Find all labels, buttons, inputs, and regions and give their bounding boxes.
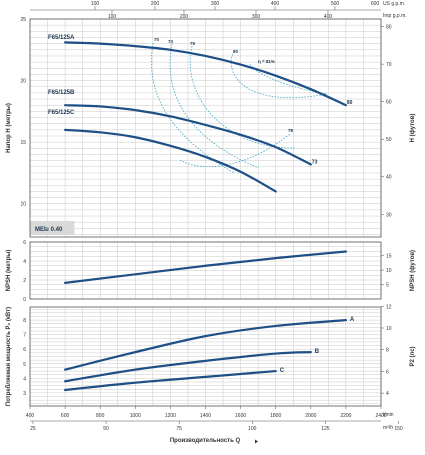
top-axis2-tick-label: 400: [324, 14, 333, 20]
npsh-curve: [63, 250, 347, 284]
head-curve-name: F65/125B: [48, 90, 75, 96]
mei-annotation: MEI≥ 0.40: [35, 227, 63, 233]
y-axis-title-head: Напор H (метры): [6, 103, 12, 153]
y-axis-tick-label: 6: [23, 347, 26, 353]
bottom-axis-tick-label: 2000: [305, 413, 316, 419]
efficiency-label: 80: [233, 49, 239, 54]
top-axis2-unit: Imp g.p.m.: [383, 13, 407, 19]
bottom-axis-tick-label: 2400: [375, 413, 386, 419]
y-axis-right-tick-label: 15: [386, 254, 392, 260]
top-axis-tick-label: 500: [331, 1, 340, 7]
efficiency-label: 70: [154, 37, 160, 42]
y-axis-right-tick-label: 12: [386, 304, 392, 310]
y-axis-title-power: Потребляемая мощность P₂ (кВт): [5, 307, 12, 406]
bottom-axis2-tick-label: 25: [30, 426, 36, 432]
mei-box: [30, 221, 75, 235]
y-axis-title-npsh-right: NPSH (футов): [409, 250, 416, 291]
bottom-axis2-unit: m³/h: [383, 425, 393, 431]
y-axis-right-tick-label: 70: [386, 62, 392, 68]
y-axis-tick-label: 5: [23, 362, 26, 368]
power-curve-C: [63, 369, 277, 392]
y-axis-title-head-right: H (футов): [409, 114, 416, 143]
efficiency-line-4: [230, 53, 328, 99]
top-axis2-tick-label: 100: [108, 14, 117, 20]
y-axis-tick-label: 6: [23, 240, 26, 246]
bottom-axis-tick-label: 1800: [270, 413, 281, 419]
head-curve-name: F65/125C: [48, 110, 75, 116]
bottom-axis-tick-label: 1200: [165, 413, 176, 419]
y-axis-tick-label: 15: [20, 140, 26, 146]
y-axis-tick-label: 20: [20, 79, 26, 85]
y-axis-right-tick-label: 10: [386, 268, 392, 274]
efficiency-line-6: [179, 133, 291, 167]
top-axis-tick-label: 300: [211, 1, 220, 7]
top-axis2-tick-label: 200: [180, 14, 189, 20]
head-curve-end-label: 80: [347, 100, 353, 106]
bottom-axis2-tick-label: 75: [176, 426, 182, 432]
head-curve-2: [63, 104, 312, 166]
top-axis-tick-label: 600: [371, 1, 380, 7]
y-axis-tick-label: 8: [23, 318, 26, 324]
y-axis-tick-label: 10: [20, 202, 26, 208]
efficiency-line-2: [169, 43, 260, 169]
bottom-axis-tick-label: 2200: [340, 413, 351, 419]
y-axis-right-tick-label: 80: [386, 25, 392, 31]
y-axis-tick-label: 4: [23, 259, 26, 265]
y-axis-right-tick-label: 50: [386, 137, 392, 143]
top-axis-tick-label: 400: [271, 1, 280, 7]
power-curve-label: C: [280, 368, 285, 374]
y-axis-tick-label: 7: [23, 333, 26, 339]
y-axis-right-tick-label: 8: [386, 348, 389, 354]
head-curve-1: [63, 41, 347, 107]
y-axis-right-tick-label: 30: [386, 212, 392, 218]
y-axis-tick-label: 3: [23, 391, 26, 397]
x-axis-title: Производительность Q: [170, 438, 241, 444]
bottom-axis-tick-label: 1000: [130, 413, 141, 419]
bottom-axis-tick-label: 800: [96, 413, 105, 419]
top-axis2-tick-label: 300: [252, 14, 261, 20]
y-axis-title-npsh: NPSH (метры): [6, 250, 12, 292]
efficiency-label: 75: [190, 41, 196, 46]
efficiency-line-3: [189, 45, 297, 149]
y-axis-right-tick-label: 10: [386, 326, 392, 332]
efficiency-label: 78: [288, 128, 294, 133]
head-curve-name: F65/125A: [48, 35, 75, 41]
top-axis-tick-label: 200: [151, 1, 160, 7]
y-axis-right-tick-label: 4: [386, 391, 389, 397]
bottom-axis-unit: l/min: [383, 412, 394, 418]
y-axis-title-power-right: P2 (лс): [410, 346, 416, 366]
y-axis-tick-label: 4: [23, 376, 26, 382]
bottom-axis2-tick-label: 100: [248, 426, 257, 432]
bottom-axis2-tick-label: 150: [394, 426, 403, 432]
head-curve-3: [63, 128, 277, 193]
bottom-axis2-tick-label: 125: [321, 426, 330, 432]
y-axis-right-tick-label: 40: [386, 175, 392, 181]
y-axis-right-tick-label: 6: [386, 369, 389, 375]
y-axis-right-tick-label: 5: [386, 283, 389, 289]
plot-frame-head: [29, 18, 382, 238]
power-curve-label: B: [315, 349, 320, 355]
bottom-axis-tick-label: 400: [26, 413, 35, 419]
head-curve-end-label: 73: [312, 159, 318, 165]
bottom-axis-tick-label: 1600: [235, 413, 246, 419]
power-curve-B: [63, 351, 312, 383]
efficiency-label: 73: [168, 39, 174, 44]
efficiency-label: η = 81%: [258, 59, 275, 64]
bottom-axis-tick-label: 1400: [200, 413, 211, 419]
top-axis-unit: US g.p.m.: [383, 1, 405, 7]
y-axis-right-tick-label: 60: [386, 100, 392, 106]
y-axis-tick-label: 25: [20, 17, 26, 23]
y-axis-tick-label: 2: [23, 278, 26, 284]
top-axis-tick-label: 100: [91, 1, 100, 7]
bottom-axis-tick-label: 600: [61, 413, 70, 419]
power-curve-label: A: [350, 317, 355, 323]
plot-frame-npsh: [29, 241, 382, 300]
y-axis-tick-label: 0: [23, 297, 26, 303]
x-axis-arrow-icon: [255, 439, 258, 444]
power-curve-A: [63, 319, 347, 371]
bottom-axis2-tick-label: 50: [103, 426, 109, 432]
